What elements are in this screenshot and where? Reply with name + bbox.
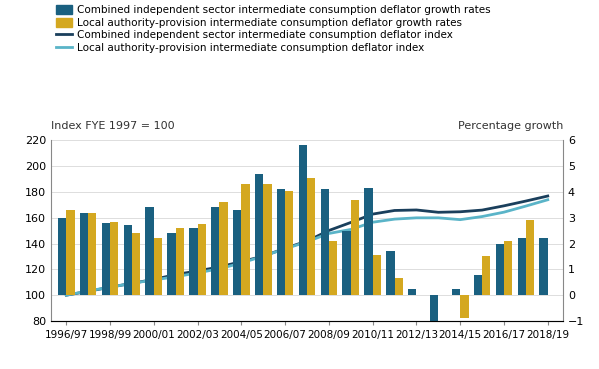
Text: Index FYE 1997 = 100: Index FYE 1997 = 100 [51,121,174,131]
Bar [540,238,547,295]
Bar [526,220,534,295]
Text: Percentage growth: Percentage growth [458,121,563,131]
Bar [110,221,119,295]
Bar [277,189,285,295]
Bar [408,289,416,295]
Bar [430,295,438,324]
Bar [320,189,329,295]
Bar [66,210,74,295]
Bar [146,207,154,295]
Bar [504,241,512,295]
Bar [198,224,206,295]
Bar [211,207,219,295]
Bar [299,145,307,295]
Bar [285,190,294,295]
Bar [132,233,140,295]
Bar [518,238,526,295]
Bar [154,238,162,295]
Bar [495,244,504,295]
Bar [241,184,250,295]
Bar [343,231,351,295]
Bar [102,223,110,295]
Bar [395,278,403,295]
Bar [88,213,96,295]
Bar [351,200,359,295]
Bar [329,241,337,295]
Bar [373,255,381,295]
Bar [176,228,184,295]
Bar [386,251,395,295]
Bar [58,218,66,295]
Bar [460,295,468,318]
Bar [474,275,482,295]
Bar [364,188,373,295]
Bar [263,184,271,295]
Legend: Combined independent sector intermediate consumption deflator growth rates, Loca: Combined independent sector intermediate… [56,5,491,53]
Bar [307,178,315,295]
Bar [80,213,88,295]
Bar [482,256,491,295]
Bar [189,228,198,295]
Bar [233,210,241,295]
Bar [167,233,176,295]
Bar [123,225,132,295]
Bar [255,174,263,295]
Bar [219,202,228,295]
Bar [452,289,460,295]
